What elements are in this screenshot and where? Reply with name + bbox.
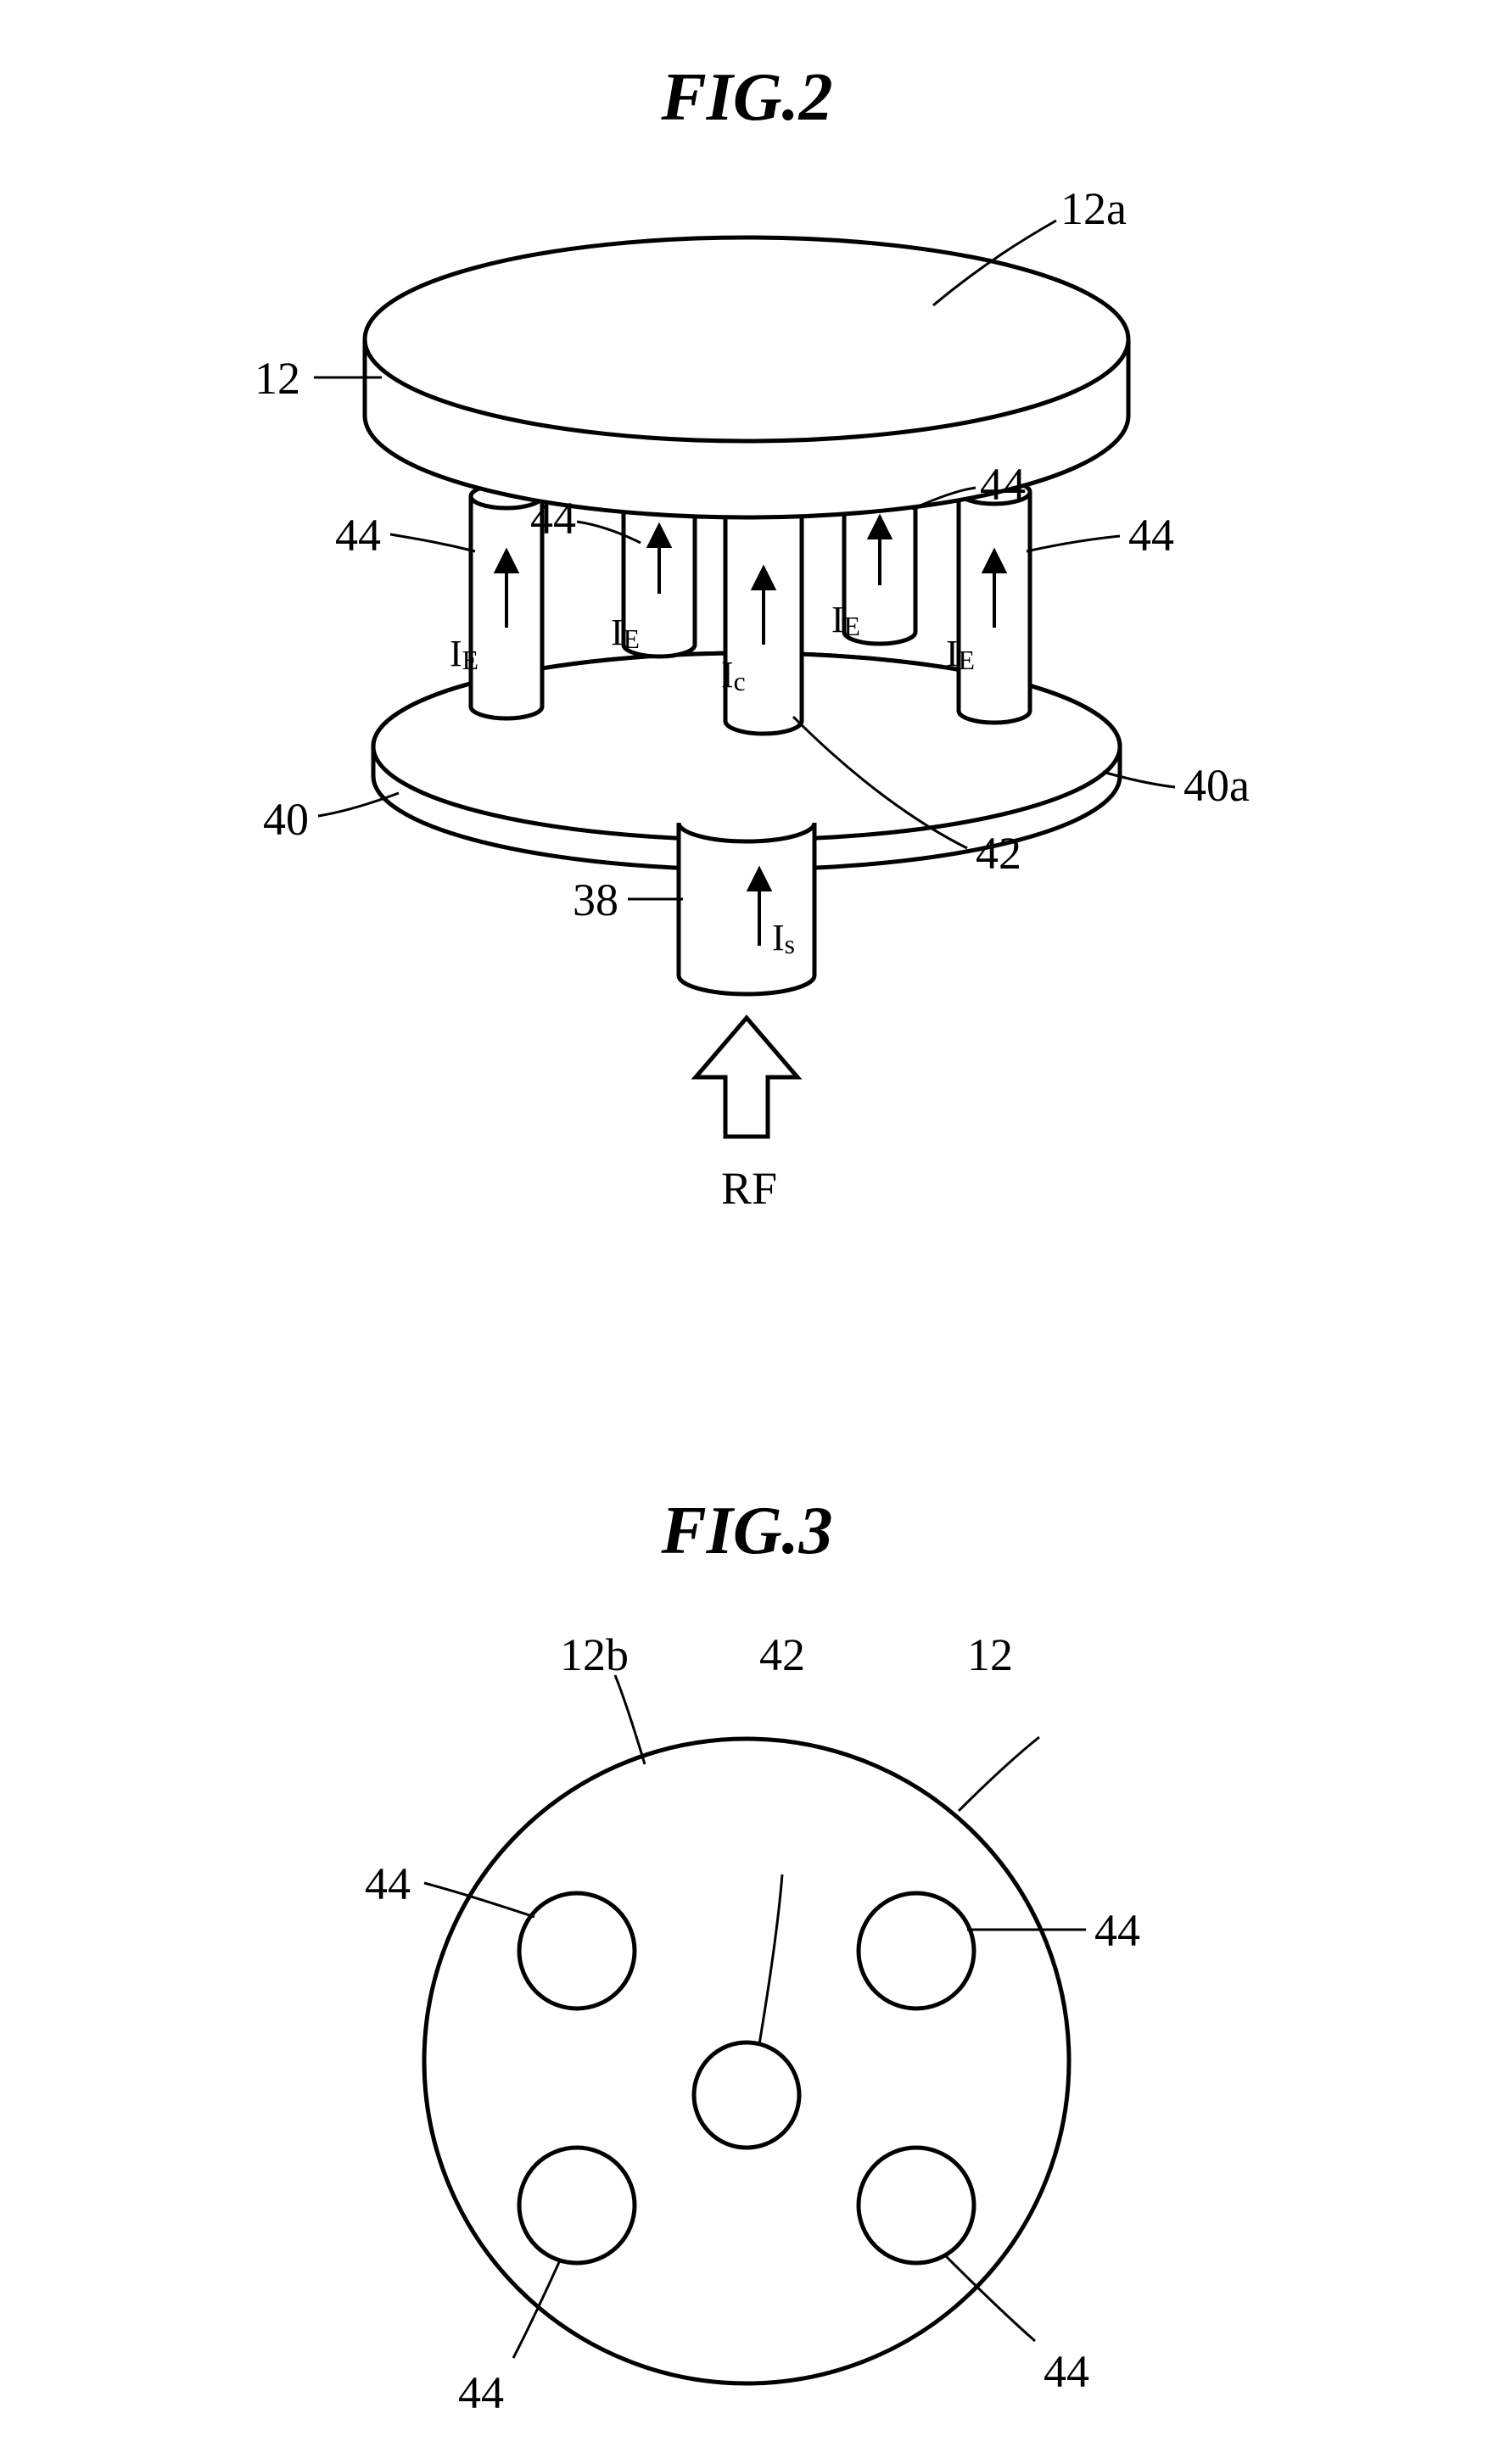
label-42: 42 bbox=[976, 827, 1021, 880]
label-44-br: 44 bbox=[980, 458, 1026, 511]
label-44-l: 44 bbox=[335, 509, 381, 562]
label-40: 40 bbox=[263, 793, 309, 846]
fig2-diagram bbox=[0, 0, 1494, 1357]
label3-12: 12 bbox=[967, 1629, 1013, 1681]
label-Is: Is bbox=[772, 916, 795, 960]
fig3-title: FIG.3 bbox=[0, 1493, 1494, 1570]
label-44-ml: 44 bbox=[530, 492, 576, 545]
label-12: 12 bbox=[255, 352, 300, 405]
label3-42: 42 bbox=[759, 1629, 805, 1681]
label3-12b: 12b bbox=[560, 1629, 629, 1681]
label3-44-tl: 44 bbox=[365, 1858, 411, 1910]
label-IE-3: IE bbox=[831, 598, 860, 642]
label-12a: 12a bbox=[1060, 182, 1127, 235]
label3-44-br: 44 bbox=[1044, 2345, 1089, 2398]
label-40a: 40a bbox=[1183, 759, 1250, 812]
label-IE-2: IE bbox=[611, 611, 640, 655]
label-Ic: Ic bbox=[721, 653, 746, 697]
label3-44-tr: 44 bbox=[1094, 1904, 1140, 1957]
label-38: 38 bbox=[573, 874, 618, 926]
fig3-diagram bbox=[0, 1612, 1494, 2460]
label-IE-1: IE bbox=[450, 632, 478, 676]
label3-44-bl: 44 bbox=[458, 2366, 504, 2419]
label-RF: RF bbox=[721, 1162, 777, 1215]
label-44-r: 44 bbox=[1128, 509, 1174, 562]
label-IE-4: IE bbox=[946, 632, 975, 676]
